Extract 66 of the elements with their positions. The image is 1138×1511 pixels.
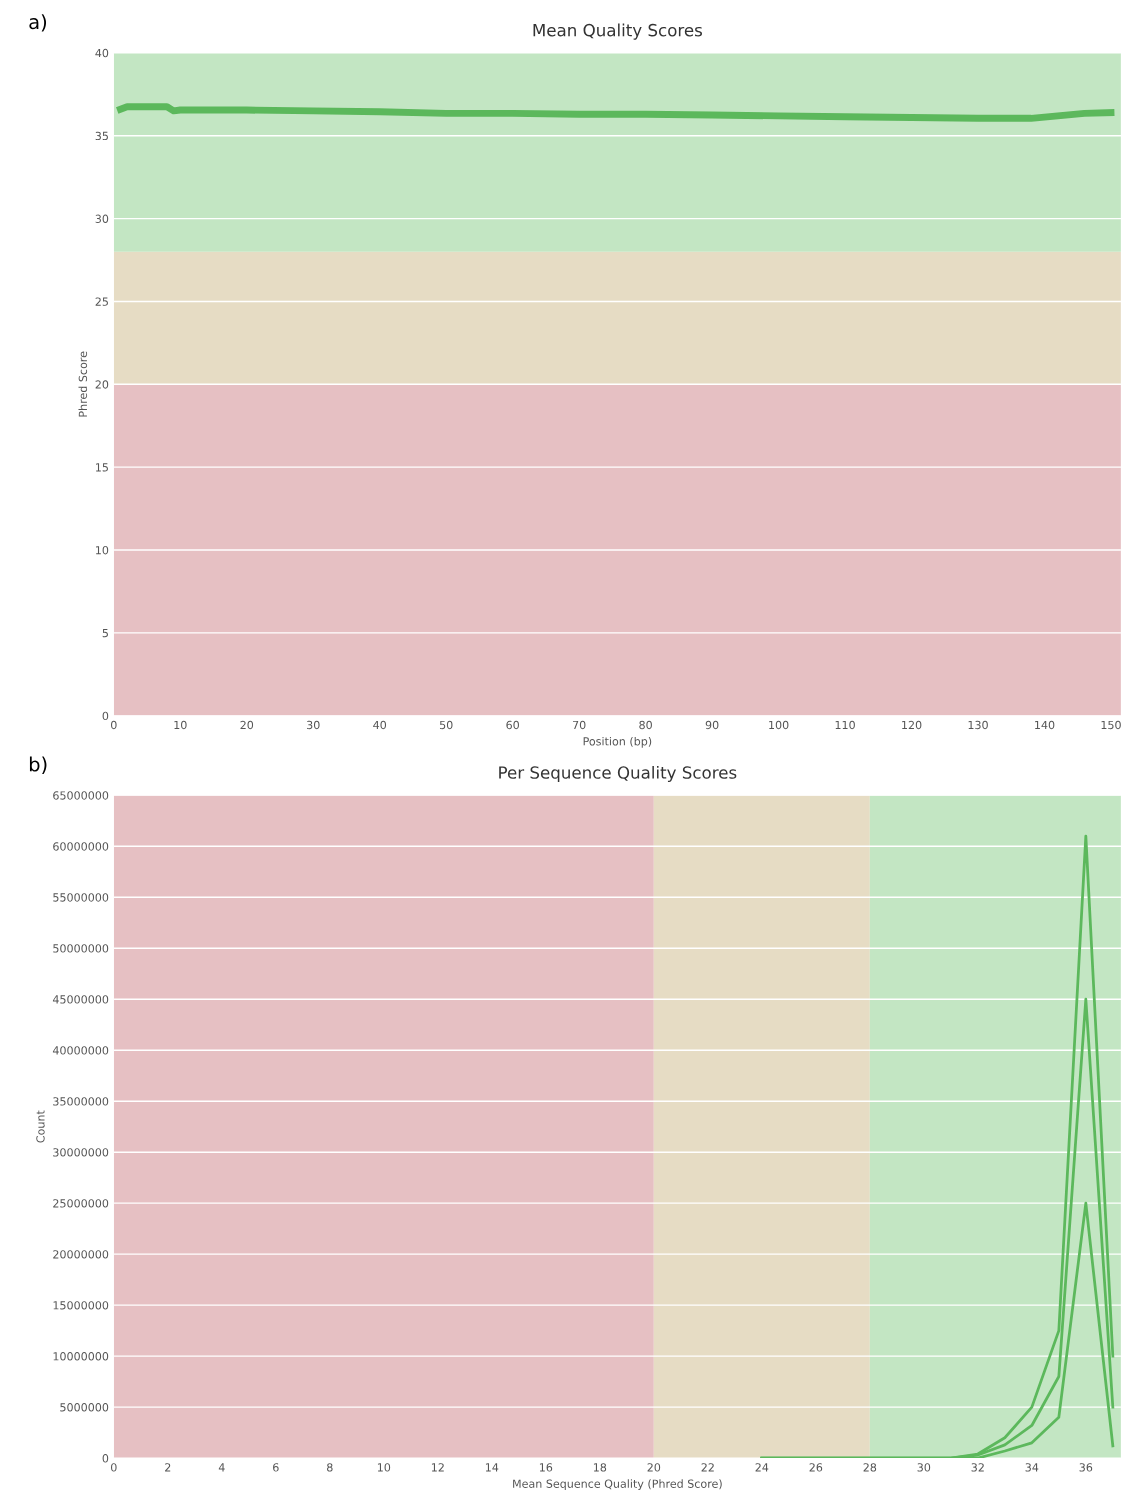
- x-tick-label: 18: [593, 1463, 607, 1472]
- x-tick-label: 10: [377, 1463, 391, 1472]
- x-tick-label: 28: [863, 1463, 877, 1472]
- y-tick-label: 65000000: [53, 791, 109, 800]
- x-tick-label: 4: [218, 1463, 225, 1472]
- x-tick-label: 50: [439, 720, 453, 730]
- y-tick-label: 15: [96, 463, 108, 472]
- x-tick-label: 32: [971, 1463, 984, 1472]
- x-axis-title: Mean Sequence Quality (Phred Score): [513, 1479, 722, 1491]
- y-tick-label: 0: [102, 711, 109, 721]
- x-tick-label: 26: [809, 1463, 823, 1472]
- x-tick-label: 24: [755, 1463, 769, 1472]
- y-tick-label: 40: [95, 48, 109, 58]
- x-tick-label: 10: [174, 720, 187, 730]
- x-tick-label: 140: [1035, 720, 1055, 730]
- y-tick-label: 40000000: [52, 1046, 109, 1055]
- y-tick-label: 10000000: [53, 1352, 109, 1361]
- x-tick-label: 12: [431, 1463, 444, 1472]
- y-tick-label: 60000000: [53, 842, 109, 851]
- y-tick-label: 30000000: [53, 1148, 109, 1157]
- y-tick-label: 35: [95, 131, 108, 141]
- chart-title: Mean Quality Scores: [533, 23, 703, 40]
- y-tick-label: 25000000: [53, 1199, 109, 1208]
- y-tick-label: 50000000: [53, 944, 109, 953]
- x-tick-label: 36: [1079, 1463, 1093, 1472]
- y-tick-label: 5: [102, 628, 108, 638]
- x-tick-label: 100: [769, 720, 789, 730]
- x-tick-label: 2: [165, 1463, 171, 1472]
- x-tick-label: 8: [327, 1463, 333, 1472]
- x-tick-label: 90: [705, 720, 719, 730]
- x-axis-title: Position (bp): [583, 736, 652, 748]
- y-tick-label: 45000000: [52, 995, 109, 1004]
- x-tick-label: 120: [902, 720, 922, 730]
- x-tick-label: 16: [539, 1463, 553, 1472]
- y-tick-label: 10: [96, 545, 109, 555]
- text: a): [29, 14, 47, 32]
- x-tick-label: 22: [701, 1463, 714, 1472]
- y-tick-label: 20: [95, 380, 109, 389]
- x-tick-label: 60: [506, 720, 519, 730]
- y-tick-label: 35000000: [53, 1097, 109, 1106]
- x-tick-label: 80: [639, 720, 652, 730]
- x-tick-label: 14: [485, 1463, 499, 1472]
- y-axis-title: Count: [36, 1110, 45, 1143]
- text: b): [29, 756, 47, 774]
- y-tick-label: 0: [102, 1454, 109, 1463]
- x-tick-label: 0: [111, 1463, 117, 1472]
- y-tick-label: 5000000: [60, 1403, 109, 1412]
- chart-title: Per Sequence Quality Scores: [499, 765, 737, 783]
- x-tick-label: 34: [1025, 1463, 1039, 1472]
- x-tick-label: 150: [1101, 720, 1121, 730]
- x-tick-label: 30: [917, 1463, 931, 1472]
- x-tick-label: 6: [273, 1463, 279, 1472]
- x-tick-label: 0: [111, 720, 117, 730]
- x-tick-label: 70: [572, 720, 586, 730]
- x-tick-label: 110: [835, 720, 855, 730]
- y-tick-label: 20000000: [53, 1250, 109, 1259]
- y-axis-title: Phred Score: [78, 351, 88, 417]
- x-tick-label: 30: [307, 720, 320, 730]
- y-tick-label: 25: [95, 297, 108, 306]
- y-tick-label: 30: [95, 214, 109, 223]
- x-tick-label: 20: [647, 1463, 661, 1472]
- x-tick-label: 130: [968, 720, 988, 730]
- y-tick-label: 55000000: [53, 893, 109, 902]
- y-tick-label: 15000000: [53, 1301, 109, 1310]
- x-tick-label: 40: [373, 720, 387, 730]
- x-tick-label: 20: [240, 720, 254, 730]
